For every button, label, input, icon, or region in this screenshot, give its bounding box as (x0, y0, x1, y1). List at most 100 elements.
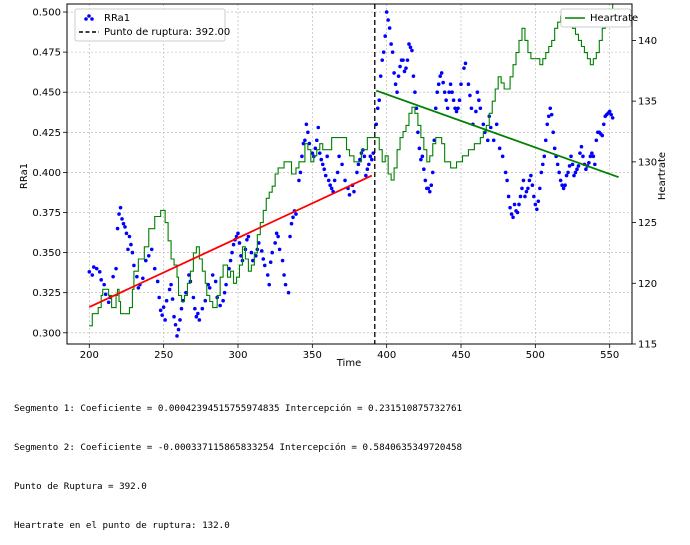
rra1-point (433, 106, 438, 111)
rra1-point (124, 231, 129, 236)
rra1-point (274, 231, 279, 236)
rra1-point (170, 297, 175, 301)
rra1-point (503, 170, 508, 175)
segment-1-summary: Segmento 1: Coeficiente = 0.000423945157… (14, 403, 463, 414)
rra1-point (194, 314, 199, 319)
rra1-point (111, 274, 115, 279)
rra1-point (319, 157, 324, 162)
rra1-point (384, 10, 389, 14)
rra1-point (121, 221, 126, 226)
rra1-point (555, 162, 560, 167)
rra1-point (457, 98, 462, 103)
rra1-point (454, 109, 459, 114)
rra1-point (396, 74, 401, 78)
rra1-point (438, 74, 442, 78)
rra1-point (126, 247, 130, 252)
rra1-point (414, 106, 419, 111)
rra1-point (416, 130, 420, 135)
rra1-point (323, 173, 328, 178)
rra1-point (144, 258, 148, 263)
rra1-point (392, 71, 396, 75)
rra1-point (303, 138, 307, 143)
y-right-tick-label: 115 (638, 340, 657, 351)
rra1-point (411, 74, 416, 78)
y-left-tick-label: 0.450 (32, 88, 61, 99)
y-axis-left-label: RRa1 (19, 163, 30, 189)
rra1-point (427, 189, 432, 194)
rra1-point (494, 122, 499, 127)
rra1-point (236, 231, 240, 236)
rra1-point (197, 318, 202, 322)
y-left-tick-label: 0.375 (32, 208, 61, 219)
rra1-point (475, 90, 480, 95)
rra1-point (152, 266, 157, 271)
rra1-point (546, 114, 551, 119)
rra1-point (191, 295, 196, 300)
rra1-point (569, 154, 573, 159)
rra1-point (380, 58, 385, 62)
rra1-point (567, 164, 572, 168)
rra1-point (500, 154, 505, 159)
rra1-point (533, 202, 538, 207)
rra1-point (488, 125, 493, 130)
rra1-point (245, 237, 249, 242)
breakpoint-summary: Punto de Ruptura = 392.0 (14, 481, 147, 492)
rra1-point (160, 313, 164, 317)
rra1-point (313, 146, 318, 151)
rra1-point (393, 82, 398, 86)
rra1-point (539, 170, 544, 175)
rra1-point (237, 241, 242, 245)
rra1-point (575, 167, 579, 171)
rra1-point (129, 242, 133, 247)
rra1-point (155, 279, 160, 284)
rra1-point (435, 90, 440, 95)
plot-area (87, 4, 619, 344)
x-tick-label: 300 (228, 350, 247, 361)
rra1-point (310, 151, 315, 155)
rra1-point (610, 116, 615, 120)
rra1-point (609, 112, 613, 117)
rra1-point (317, 151, 322, 155)
rra1-point (524, 189, 529, 194)
rra1-point (521, 178, 526, 183)
rra1-point (607, 109, 612, 114)
rra1-point (97, 270, 102, 274)
rra1-point (297, 178, 301, 183)
y-right-tick-label: 130 (638, 157, 657, 168)
rra1-point (328, 183, 332, 188)
rra1-point (497, 146, 502, 151)
rra1-point (173, 322, 178, 327)
rra1-point (407, 42, 411, 46)
heartrate-at-breakpoint: Heartrate en el punto de ruptura: 132.0 (14, 520, 230, 531)
rra1-point (367, 162, 371, 167)
rra1-point (231, 242, 236, 247)
rra1-point (306, 130, 310, 135)
rra1-point (300, 154, 304, 159)
rra1-point (561, 186, 566, 191)
legend-heartrate-label: Heartrate (590, 13, 638, 24)
rra1-point (530, 183, 535, 188)
rra1-point (99, 278, 103, 282)
y-left-tick-label: 0.500 (32, 8, 61, 19)
legend-breakpoint-label: Punto de ruptura: 392.00 (104, 27, 230, 38)
rra1-point (439, 71, 444, 75)
rra1-point (390, 50, 395, 54)
rra1-point (410, 48, 414, 53)
segment-2-fit-line (375, 89, 619, 179)
rra1-point (370, 157, 374, 162)
rra1-point (118, 205, 123, 210)
rra1-point (196, 311, 200, 316)
rra1-point (259, 249, 264, 253)
rra1-point (203, 298, 208, 303)
rra1-point (268, 260, 273, 265)
rra1-point (420, 154, 425, 159)
rra1-point (584, 167, 588, 171)
rra1-point (527, 178, 532, 183)
rra1-point (132, 263, 136, 268)
rra1-point (509, 212, 514, 216)
rra1-point (106, 300, 111, 305)
y-left-tick-label: 0.475 (32, 48, 61, 59)
rra1-point (207, 286, 212, 290)
rra1-point (526, 186, 530, 191)
rra1-point (588, 154, 593, 159)
